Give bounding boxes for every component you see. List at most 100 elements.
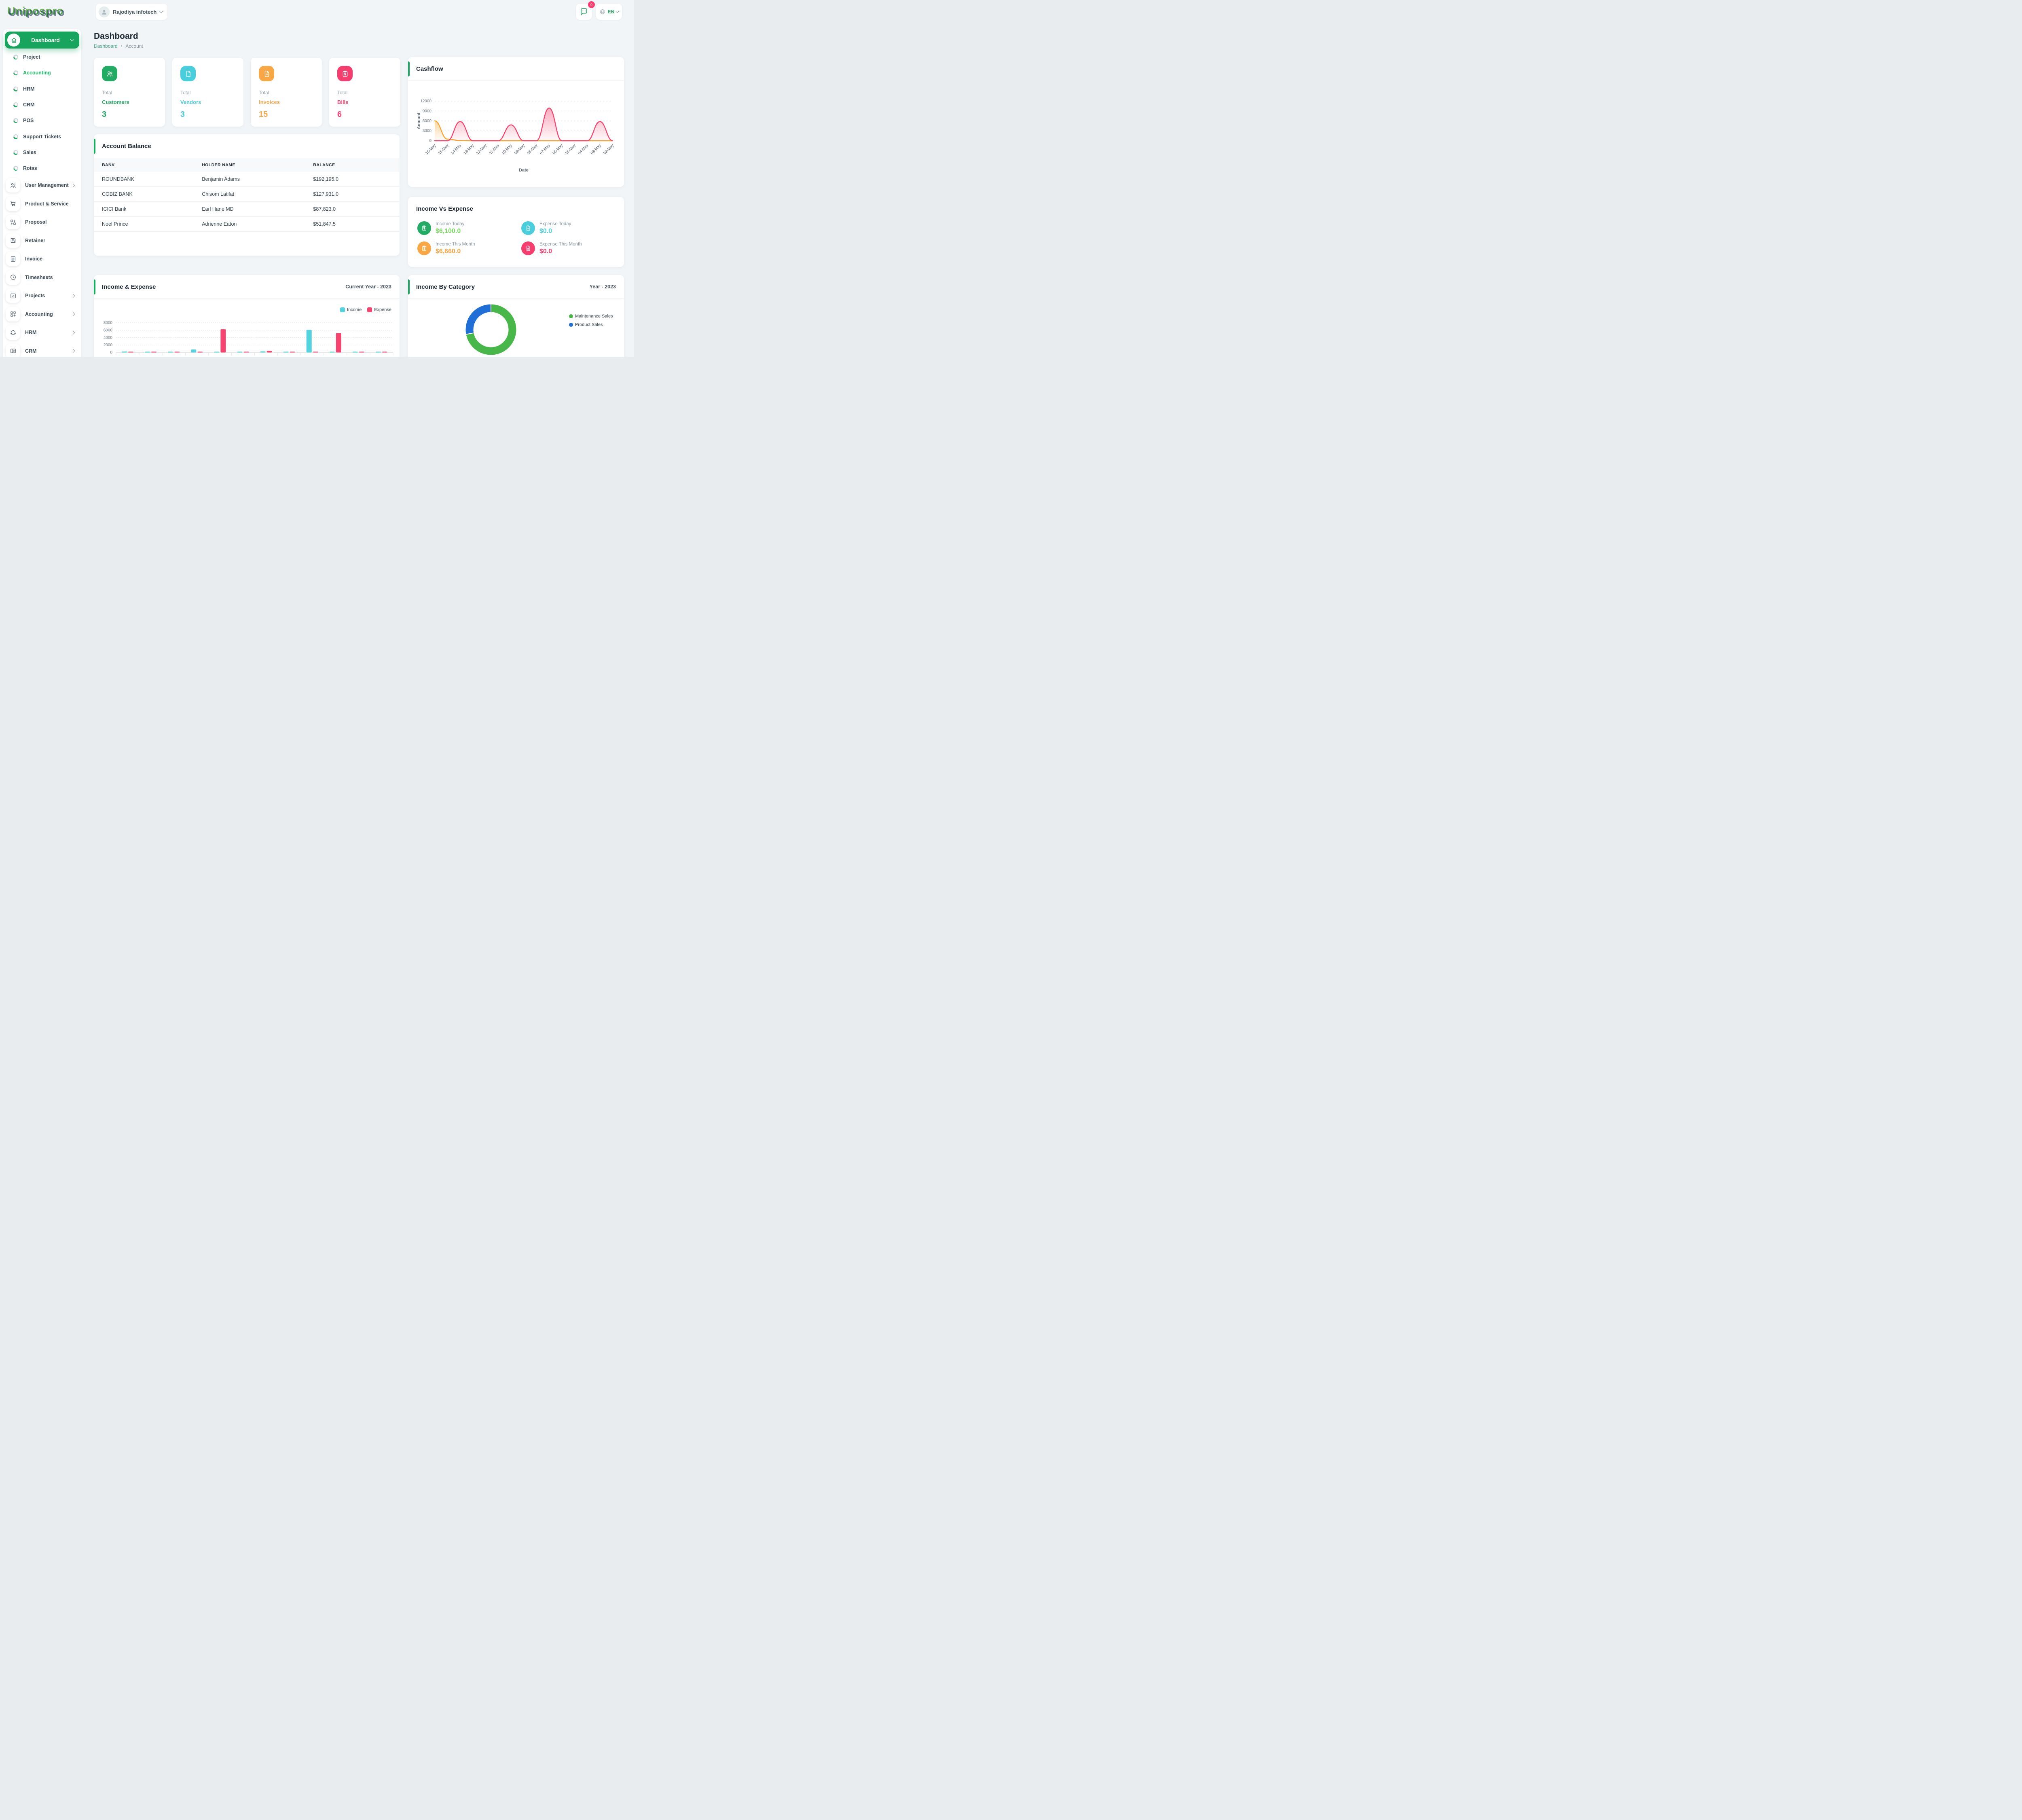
table-row: Noel Prince Adrienne Eaton $51,847.5	[94, 216, 400, 232]
svg-text:14-May: 14-May	[450, 143, 462, 155]
svg-text:08-May: 08-May	[526, 143, 538, 155]
icon-chip	[6, 288, 20, 303]
stat-name: Vendors	[180, 99, 201, 105]
file-invoice-icon	[527, 225, 530, 231]
svg-text:15-May: 15-May	[437, 143, 449, 155]
table-cell: Noel Prince	[94, 216, 194, 232]
language-selector[interactable]: EN	[596, 4, 622, 20]
company-selector[interactable]: Rajodiya infotech	[96, 4, 168, 20]
stat-value: 3	[102, 110, 107, 119]
svg-text:3000: 3000	[423, 129, 432, 133]
chevron-down-icon	[159, 9, 163, 13]
sidebar-subitem-accounting[interactable]: Accounting	[5, 65, 79, 81]
table-cell: $192,195.0	[305, 172, 400, 187]
sidebar-item-hrm[interactable]: HRM	[5, 324, 79, 341]
legend-item: Product Sales	[569, 322, 613, 327]
sidebar-subitem-sales[interactable]: Sales	[5, 144, 79, 161]
legend-item: Maintenance Sales	[569, 314, 613, 319]
stat-icon	[259, 66, 274, 81]
grid-plus-icon	[10, 311, 16, 317]
stat-icon	[102, 66, 117, 81]
svg-text:Date: Date	[519, 168, 529, 173]
bar-chart: 0 2000 4000 6000 8000	[104, 321, 393, 356]
sidebar-subitem-support-tickets[interactable]: Support Tickets	[5, 129, 79, 145]
svg-text:4000: 4000	[104, 336, 113, 340]
sidebar-subitem-project[interactable]: Project	[5, 49, 79, 65]
sidebar-item-label: User Management	[25, 182, 69, 188]
table-cell: ROUNDBANK	[94, 172, 194, 187]
column-header: HOLDER NAME	[202, 163, 235, 167]
sidebar-item-proposal[interactable]: Proposal	[5, 213, 79, 231]
ive-value: $6,100.0	[436, 227, 461, 235]
sidebar-subitem-pos[interactable]: POS	[5, 112, 79, 129]
messages-button[interactable]: 0	[576, 1, 595, 20]
user-icon	[102, 9, 106, 15]
svg-text:8000: 8000	[104, 321, 113, 325]
legend-swatch	[367, 307, 372, 312]
account-balance-card: Account Balance BANK HOLDER NAME BALANCE R…	[94, 134, 400, 256]
chevron-right-icon	[71, 183, 75, 187]
svg-text:11-May: 11-May	[489, 143, 501, 155]
sidebar-item-timesheets[interactable]: Timesheets	[5, 269, 79, 286]
sidebar-item-retainer[interactable]: Retainer	[5, 232, 79, 250]
stat-label: Total	[259, 90, 269, 95]
stat-value: 3	[180, 110, 185, 119]
sidebar-item-label: Accounting	[23, 70, 51, 76]
sidebar-item-projects[interactable]: Projects	[5, 287, 79, 305]
sidebar-item-accounting[interactable]: Accounting	[5, 305, 79, 323]
legend-item: Income	[340, 307, 362, 312]
svg-text:6000: 6000	[423, 119, 432, 123]
sidebar-subitem-crm[interactable]: CRM	[5, 97, 79, 113]
sidebar-item-user-management[interactable]: User Management	[5, 176, 79, 194]
ive-icon	[417, 241, 431, 255]
accent-bar	[408, 61, 410, 76]
chat-icon	[581, 8, 587, 16]
icon-chip	[6, 325, 20, 340]
table-cell: Adrienne Eaton	[194, 216, 305, 232]
ive-label: Income This Month	[436, 241, 475, 247]
svg-text:05-May: 05-May	[565, 143, 577, 155]
home-icon	[7, 34, 20, 47]
sidebar-item-invoice[interactable]: Invoice	[5, 250, 79, 268]
sidebar-item-dashboard[interactable]: Dashboard	[5, 32, 79, 49]
stat-name: Invoices	[259, 99, 280, 105]
sidebar-item-label: Product & Service	[25, 201, 69, 207]
svg-text:06-May: 06-May	[552, 143, 564, 155]
ive-item-expense-this-month: Expense This Month $0.0	[521, 241, 582, 255]
chart-legend: Income Expense	[340, 307, 391, 312]
sidebar-item-label: POS	[23, 118, 34, 124]
sidebar-item-product-service[interactable]: Product & Service	[5, 195, 79, 213]
card-title: Cashflow	[416, 65, 443, 72]
bullet-icon	[13, 86, 18, 91]
chevron-right-icon	[71, 349, 75, 353]
icon-chip	[6, 178, 20, 193]
ive-item-income-this-month: Income This Month $6,660.0	[417, 241, 475, 255]
stat-card-invoices: Total Invoices 15	[251, 58, 322, 127]
table-cell: ICICI Bank	[94, 201, 194, 217]
sidebar-item-label: Proposal	[25, 219, 47, 225]
sidebar-item-crm[interactable]: CRM	[5, 342, 79, 357]
breadcrumb-account: Account	[125, 43, 143, 49]
ive-label: Income Today	[436, 221, 465, 226]
stat-card-customers: Total Customers 3	[94, 58, 165, 127]
sidebar-subitem-rotas[interactable]: Rotas	[5, 160, 79, 176]
stat-name: Customers	[102, 99, 129, 105]
account-balance-table: BANK HOLDER NAME BALANCE ROUNDBANK Benjamin…	[94, 158, 400, 232]
breadcrumb-dashboard[interactable]: Dashboard	[94, 43, 118, 49]
ive-value: $6,660.0	[436, 248, 461, 255]
donut-chart	[465, 304, 516, 355]
transfer-icon	[10, 219, 16, 225]
ive-icon	[521, 241, 535, 255]
icon-chip	[6, 252, 20, 266]
card-title: Income & Expense	[102, 283, 156, 290]
svg-text:16-May: 16-May	[425, 143, 437, 155]
sidebar-subitem-hrm[interactable]: HRM	[5, 81, 79, 97]
messages-badge: 0	[588, 1, 595, 8]
stat-card-vendors: Total Vendors 3	[172, 58, 243, 127]
bullet-icon	[13, 134, 18, 139]
sidebar-item-label: Rotas	[23, 165, 37, 171]
stat-label: Total	[337, 90, 348, 95]
bullet-icon	[13, 70, 18, 76]
globe-icon	[600, 9, 605, 14]
clipboard-dollar-icon	[422, 225, 426, 231]
